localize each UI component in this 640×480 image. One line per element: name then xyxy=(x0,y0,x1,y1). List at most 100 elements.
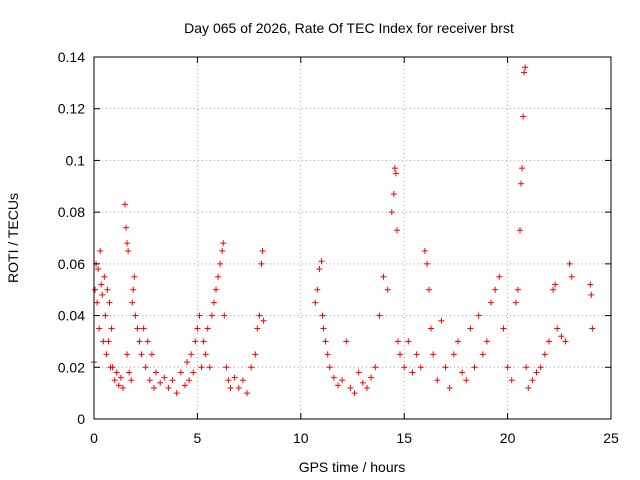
data-point xyxy=(521,69,528,76)
data-point xyxy=(537,364,544,371)
data-point xyxy=(552,281,559,288)
data-point xyxy=(119,384,126,391)
data-point xyxy=(525,384,532,391)
data-point xyxy=(426,286,433,293)
data-point xyxy=(208,312,215,319)
data-point xyxy=(146,377,153,384)
data-point xyxy=(589,325,596,332)
data-point xyxy=(256,312,263,319)
y-tick-label: 0.06 xyxy=(58,256,85,272)
data-point xyxy=(206,364,213,371)
data-point xyxy=(122,201,129,208)
data-point xyxy=(326,364,333,371)
data-point xyxy=(98,281,105,288)
data-point xyxy=(319,312,326,319)
axis-ticks: 0 5 10 15 20 25 0 0.02 0.04 0.06 0.08 0.1 0.12 0.14 xyxy=(58,49,619,446)
data-points xyxy=(91,64,596,397)
data-point xyxy=(109,364,116,371)
data-point xyxy=(475,312,482,319)
data-point xyxy=(138,351,145,358)
data-point xyxy=(177,369,184,376)
x-tick-label: 15 xyxy=(396,430,412,446)
data-point xyxy=(417,364,424,371)
data-point xyxy=(200,338,207,345)
data-point xyxy=(217,260,224,267)
data-point xyxy=(223,364,230,371)
data-point xyxy=(518,180,525,187)
data-point xyxy=(446,384,453,391)
data-point xyxy=(188,351,195,358)
data-point xyxy=(351,390,358,397)
data-point xyxy=(161,374,168,381)
data-point xyxy=(520,113,527,120)
data-point xyxy=(94,299,101,306)
data-point xyxy=(173,390,180,397)
data-point xyxy=(335,382,342,389)
data-point xyxy=(102,312,109,319)
data-point xyxy=(314,286,321,293)
data-point xyxy=(104,286,111,293)
data-point xyxy=(496,273,503,280)
data-point xyxy=(492,286,499,293)
data-point xyxy=(316,266,323,273)
data-point xyxy=(148,351,155,358)
data-point xyxy=(355,369,362,376)
data-point xyxy=(252,351,259,358)
data-point xyxy=(483,338,490,345)
data-point xyxy=(95,266,102,273)
data-point xyxy=(140,325,147,332)
x-tick-label: 10 xyxy=(293,430,309,446)
data-point xyxy=(258,260,265,267)
data-point xyxy=(113,369,120,376)
data-point xyxy=(144,338,151,345)
y-tick-label: 0.08 xyxy=(58,204,85,220)
data-point xyxy=(347,384,354,391)
data-point xyxy=(421,247,428,254)
data-point xyxy=(244,390,251,397)
data-point xyxy=(235,384,242,391)
data-point xyxy=(523,364,530,371)
data-point xyxy=(393,227,400,234)
data-point xyxy=(130,286,137,293)
data-point xyxy=(459,369,466,376)
data-point xyxy=(181,382,188,389)
data-point xyxy=(500,325,507,332)
data-point xyxy=(517,227,524,234)
data-point xyxy=(545,338,552,345)
data-point xyxy=(514,286,521,293)
data-point xyxy=(259,247,266,254)
data-point xyxy=(428,325,435,332)
data-point xyxy=(519,165,526,172)
data-point xyxy=(169,377,176,384)
data-point xyxy=(132,312,139,319)
data-point xyxy=(142,364,149,371)
data-point xyxy=(106,299,113,306)
y-tick-label: 0 xyxy=(77,411,85,427)
data-point xyxy=(186,377,193,384)
data-point xyxy=(320,325,327,332)
data-point xyxy=(221,312,228,319)
data-point xyxy=(123,224,130,231)
data-point xyxy=(210,299,217,306)
data-point xyxy=(100,338,107,345)
data-point xyxy=(136,338,143,345)
data-point xyxy=(454,338,461,345)
data-point xyxy=(488,299,495,306)
y-tick-label: 0.12 xyxy=(58,101,85,117)
data-point xyxy=(165,384,172,391)
data-point xyxy=(566,260,573,267)
data-point xyxy=(330,374,337,381)
data-point xyxy=(409,369,416,376)
data-point xyxy=(322,338,329,345)
x-tick-label: 0 xyxy=(90,430,98,446)
data-point xyxy=(204,325,211,332)
y-tick-label: 0.1 xyxy=(66,152,86,168)
data-point xyxy=(124,351,131,358)
data-point xyxy=(529,377,536,384)
data-point xyxy=(239,377,246,384)
data-point xyxy=(359,379,366,386)
data-point xyxy=(126,369,133,376)
data-point xyxy=(131,273,138,280)
data-point xyxy=(372,364,379,371)
data-point xyxy=(99,291,106,298)
